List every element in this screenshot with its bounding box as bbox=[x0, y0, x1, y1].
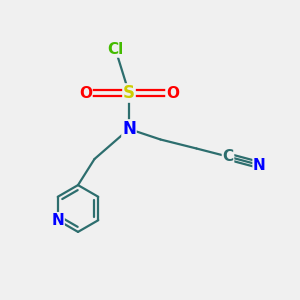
Text: O: O bbox=[166, 85, 179, 100]
Text: N: N bbox=[253, 158, 266, 172]
Text: S: S bbox=[123, 84, 135, 102]
Text: N: N bbox=[51, 213, 64, 228]
Text: C: C bbox=[222, 149, 234, 164]
Text: Cl: Cl bbox=[107, 42, 124, 57]
Text: O: O bbox=[79, 85, 92, 100]
Text: N: N bbox=[122, 120, 136, 138]
